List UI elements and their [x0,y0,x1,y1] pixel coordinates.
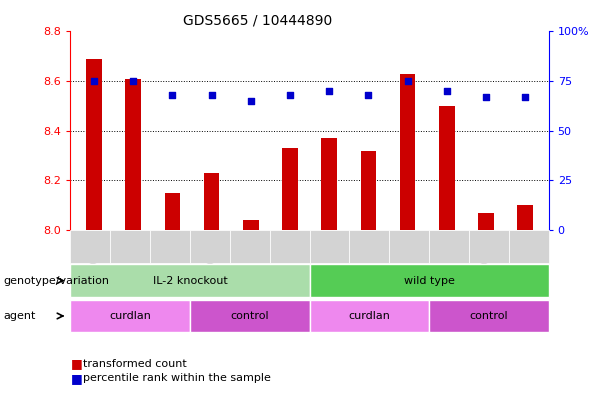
Point [207,92,216,98]
Point [324,88,334,94]
Point [364,92,373,98]
Point [128,78,138,84]
Text: curdlan: curdlan [348,311,390,321]
Text: GDS5665 / 10444890: GDS5665 / 10444890 [183,14,332,28]
Bar [400,73,416,230]
Text: curdlan: curdlan [109,311,151,321]
Point [520,94,530,100]
Text: control: control [470,311,508,321]
Bar [517,205,533,230]
Bar [478,213,493,230]
Point [481,94,491,100]
Text: IL-2 knockout: IL-2 knockout [153,275,227,286]
Bar [321,138,337,230]
Bar [204,173,219,230]
Text: percentile rank within the sample: percentile rank within the sample [83,373,270,383]
Point [442,88,452,94]
Text: transformed count: transformed count [83,358,186,369]
Text: genotype/variation: genotype/variation [3,275,109,286]
Point [167,92,177,98]
Bar [86,59,102,230]
Text: wild type: wild type [404,275,454,286]
Text: ■: ■ [70,371,82,385]
Point [89,78,99,84]
Text: ■: ■ [70,357,82,370]
Text: control: control [230,311,269,321]
Bar [164,193,180,230]
Point [403,78,413,84]
Bar [126,79,141,230]
Point [285,92,295,98]
Bar [243,220,259,230]
Bar [439,106,455,230]
Point [246,98,256,104]
Bar [360,151,376,230]
Text: agent: agent [3,311,36,321]
Bar [282,148,298,230]
